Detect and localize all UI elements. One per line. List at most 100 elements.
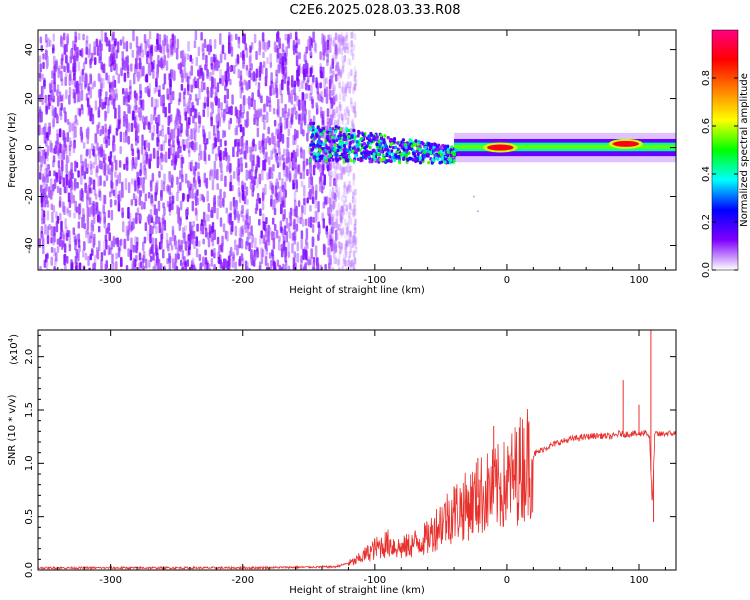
heatmap-cell <box>216 207 219 220</box>
colorbar-tick-label: 0.4 <box>701 166 712 182</box>
heatmap-cell <box>194 108 198 119</box>
heatmap-cell <box>176 108 179 118</box>
heatmap-cell <box>345 268 348 270</box>
heatmap-cell <box>335 153 339 157</box>
heatmap-cell <box>251 160 254 172</box>
heatmap-cell <box>300 148 303 159</box>
heatmap-cell <box>92 179 96 190</box>
heatmap-cell <box>127 103 130 114</box>
heatmap-cell <box>353 223 356 231</box>
heatmap-cell <box>278 171 281 181</box>
heatmap-cell <box>234 225 238 237</box>
heatmap-cell <box>258 93 262 100</box>
heatmap-cell <box>125 56 129 69</box>
heatmap-cell <box>157 200 161 212</box>
heatmap-cell <box>54 145 57 155</box>
heatmap-cell <box>350 128 353 136</box>
heatmap-cell <box>338 163 341 171</box>
heatmap-cell <box>39 63 42 73</box>
heatmap-cell <box>233 239 237 251</box>
heatmap-cell <box>161 128 164 138</box>
heatmap-cell <box>343 166 347 174</box>
heatmap-cell <box>254 237 257 249</box>
heatmap-cell <box>319 156 323 161</box>
heatmap-cell <box>172 139 175 148</box>
heatmap-cell <box>367 152 371 157</box>
heatmap-cell <box>274 78 278 88</box>
heatmap-cell <box>328 213 331 224</box>
heatmap-cell <box>268 96 271 104</box>
heatmap-cell <box>301 218 305 227</box>
heatmap-cell <box>283 240 286 251</box>
heatmap-cell <box>51 185 54 196</box>
heatmap-cell <box>449 148 453 152</box>
heatmap-cell <box>450 145 454 149</box>
heatmap-cell <box>110 95 114 105</box>
heatmap-cell <box>121 36 125 44</box>
heatmap-cell <box>449 153 453 158</box>
heatmap-cell <box>281 43 285 53</box>
heatmap-cell <box>60 170 63 180</box>
heatmap-cell <box>137 123 140 134</box>
heatmap-cell <box>66 156 70 164</box>
heatmap-cell <box>168 102 171 114</box>
heatmap-cell <box>187 180 190 188</box>
heatmap-cell <box>312 261 316 270</box>
heatmap-cell <box>296 51 299 61</box>
heatmap-cell <box>349 48 352 56</box>
heatmap-cell <box>86 228 89 235</box>
heatmap-cell <box>327 34 330 42</box>
heatmap-cell <box>241 111 244 119</box>
heatmap-cell <box>340 173 344 181</box>
heatmap-cell <box>326 164 330 172</box>
heatmap-cell <box>317 234 320 242</box>
heatmap-cell <box>130 122 134 133</box>
heatmap-cell <box>221 44 225 54</box>
heatmap-cell <box>336 109 339 117</box>
heatmap-cell <box>183 97 186 107</box>
heatmap-cell <box>283 148 286 157</box>
heatmap-cell <box>239 148 242 155</box>
heatmap-cell <box>218 117 221 127</box>
heatmap-cell <box>39 36 43 44</box>
heatmap-cell <box>259 108 263 117</box>
heatmap-cell <box>344 113 347 121</box>
heatmap-cell <box>210 86 213 98</box>
heatmap-cell <box>125 264 129 270</box>
heatmap-cell <box>274 266 277 270</box>
heatmap-cell <box>219 68 222 79</box>
heatmap-cell <box>350 101 353 109</box>
heatmap-cell <box>345 159 349 163</box>
heatmap-cell <box>329 33 333 41</box>
heatmap-cell <box>65 163 68 174</box>
heatmap-cell <box>199 68 202 79</box>
heatmap-cell <box>104 234 108 242</box>
heatmap-cell <box>318 141 322 146</box>
heatmap-cell <box>44 94 48 104</box>
heatmap-cell <box>307 123 310 134</box>
heatmap-cell <box>312 144 316 149</box>
heatmap-cell <box>354 218 357 226</box>
heatmap-cell <box>243 142 246 150</box>
y-tick-label: 20 <box>24 92 35 105</box>
heatmap-cell <box>255 198 259 211</box>
heatmap-cell <box>205 138 209 145</box>
heatmap-cell <box>428 145 432 149</box>
heatmap-cell <box>93 80 96 88</box>
heatmap-cell <box>147 214 151 226</box>
heatmap-cell <box>294 133 297 145</box>
heatmap-cell <box>262 159 265 171</box>
heatmap-cell <box>186 126 189 137</box>
heatmap-cell <box>346 112 350 120</box>
heatmap-cell <box>326 121 330 133</box>
heatmap-cell <box>291 75 294 88</box>
heatmap-cell <box>345 240 348 248</box>
heatmap-cell <box>383 134 387 138</box>
heatmap-cell <box>353 257 357 265</box>
heatmap-cell <box>41 173 45 183</box>
heatmap-cell <box>327 146 331 150</box>
heatmap-cell <box>86 127 90 140</box>
heatmap-cell <box>341 226 345 234</box>
heatmap-cell <box>337 35 340 43</box>
colorbar-tick-label: 0.0 <box>701 262 712 278</box>
